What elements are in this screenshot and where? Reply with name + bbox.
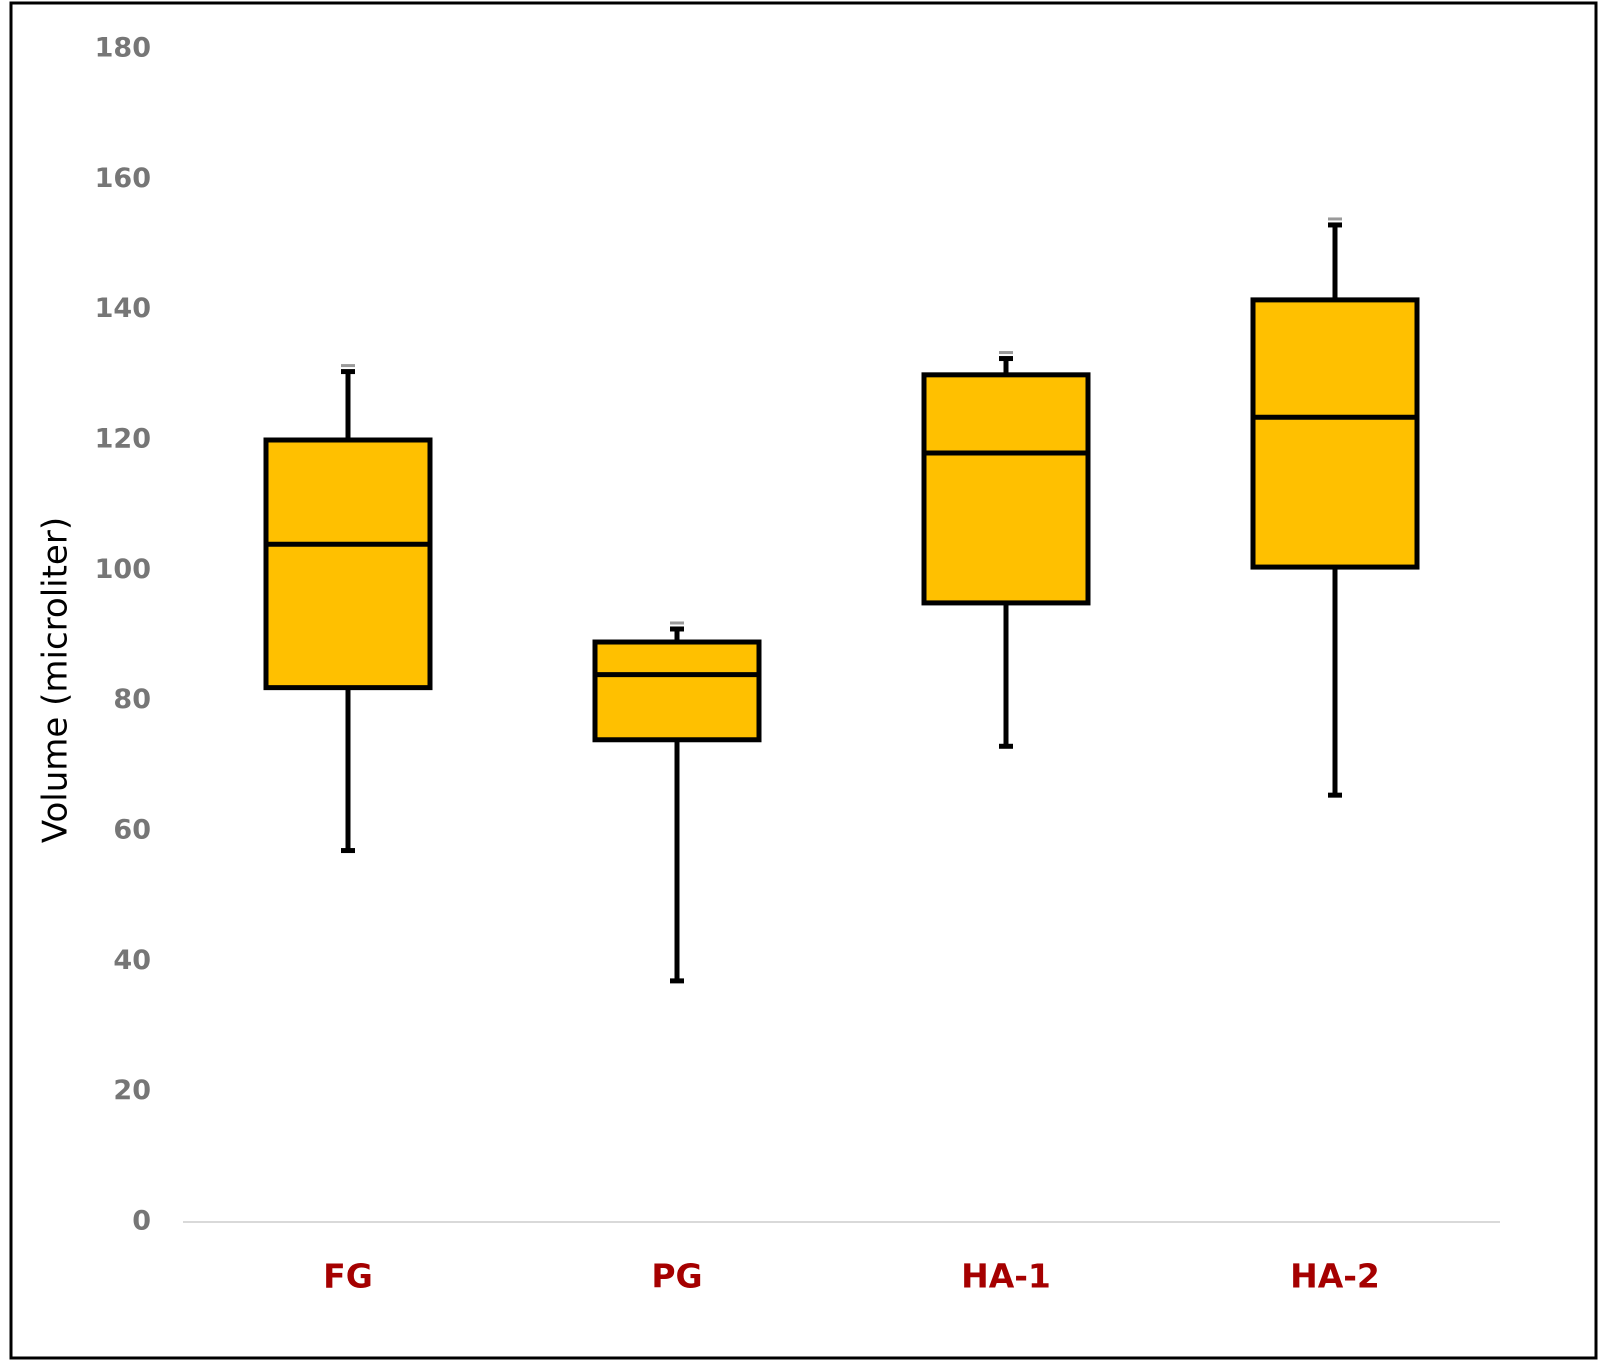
y-tick-label: 0 xyxy=(132,1206,151,1237)
x-axis-ticks: FG PG HA-1 HA-2 xyxy=(323,1257,1380,1296)
box-ha-2 xyxy=(1250,217,1420,798)
iqr-box xyxy=(592,639,762,743)
x-tick-label: FG xyxy=(323,1257,373,1296)
box-pg xyxy=(592,621,762,984)
y-axis-ticks: 0 20 40 60 80 100 120 140 160 180 xyxy=(95,33,151,1237)
box-fg xyxy=(263,364,433,854)
y-tick-label: 60 xyxy=(113,815,151,846)
y-tick-label: 180 xyxy=(95,33,151,64)
chart-frame xyxy=(9,1,1598,1360)
y-tick-label: 20 xyxy=(113,1075,151,1106)
y-tick-label: 100 xyxy=(95,554,151,585)
y-tick-label: 160 xyxy=(95,163,151,194)
x-tick-label: HA-2 xyxy=(1290,1257,1380,1296)
y-tick-label: 120 xyxy=(95,424,151,455)
y-tick-label: 40 xyxy=(113,945,151,976)
iqr-box xyxy=(1250,297,1420,570)
iqr-box xyxy=(263,437,433,691)
y-tick-label: 140 xyxy=(95,293,151,324)
box-ha-1 xyxy=(921,351,1091,749)
x-tick-label: PG xyxy=(651,1257,702,1296)
y-axis-label: Volume (microliter) xyxy=(36,517,76,843)
box-series xyxy=(263,217,1420,984)
iqr-box xyxy=(921,372,1091,606)
x-tick-label: HA-1 xyxy=(961,1257,1051,1296)
y-tick-label: 80 xyxy=(113,684,151,715)
